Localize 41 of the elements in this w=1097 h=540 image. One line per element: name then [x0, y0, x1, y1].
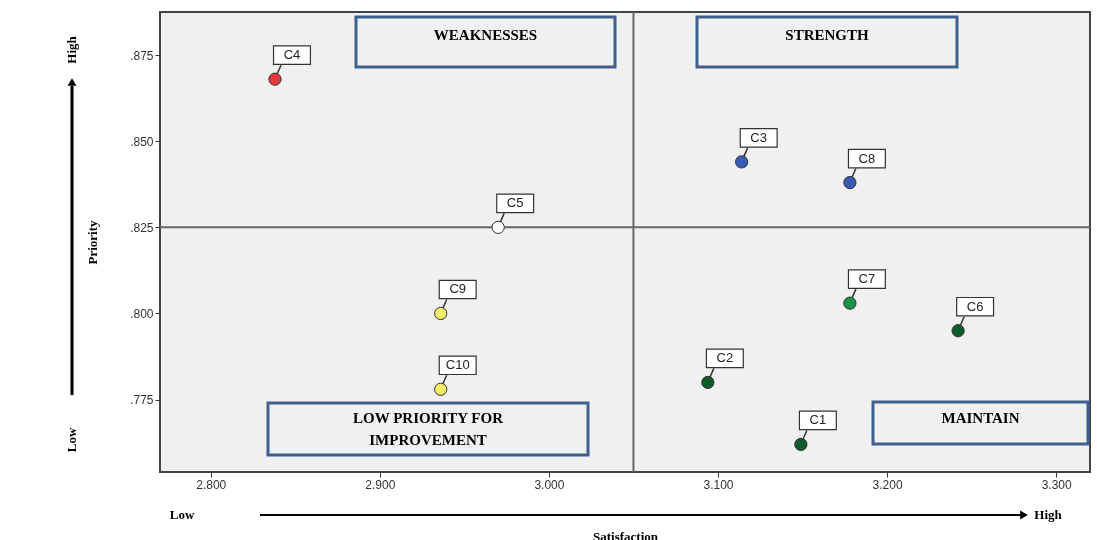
x-tick-label: 3.000 — [534, 477, 565, 492]
series-label: C6 — [966, 298, 984, 314]
text: High — [64, 35, 79, 64]
point — [951, 324, 965, 338]
series-label: C4 — [283, 47, 301, 63]
series-label: C7 — [858, 271, 876, 287]
point — [268, 72, 282, 86]
x-tick-label: 3.100 — [703, 477, 734, 492]
series-label: C2 — [716, 350, 734, 366]
y-tick-label: .850 — [130, 134, 154, 149]
y-tick-label: .875 — [130, 48, 154, 63]
x-tick-label: 3.300 — [1041, 477, 1073, 492]
text: High — [1034, 507, 1063, 522]
y-axis-title: Priority — [85, 219, 101, 265]
x-tick-label: 2.900 — [365, 477, 396, 492]
point — [491, 220, 505, 234]
series-label: C1 — [809, 412, 827, 428]
point — [701, 375, 715, 390]
annotation: WEAKNESSES — [433, 27, 538, 43]
x-axis-title: Satisfaction — [593, 528, 659, 540]
point — [794, 437, 808, 452]
annotation: STRENGTH — [785, 27, 870, 43]
series-label: C5 — [506, 195, 524, 211]
text: Low — [64, 427, 79, 453]
series-label: C8 — [858, 150, 876, 166]
annotation: MAINTAIN — [941, 410, 1020, 426]
point — [735, 155, 749, 169]
y-tick-label: .800 — [130, 307, 154, 321]
series-label: C3 — [750, 129, 767, 145]
y-tick-label: .775 — [130, 393, 154, 408]
point — [843, 175, 857, 190]
point — [434, 382, 448, 396]
annotation: LOW PRIORITY FOR IMPROVEMENT — [352, 410, 504, 448]
point — [434, 306, 448, 321]
point — [843, 296, 857, 310]
series-label: C9 — [449, 281, 466, 297]
series-label: C10 — [445, 357, 470, 373]
y-tick-label: .825 — [130, 220, 154, 235]
x-tick-label: 3.200 — [872, 477, 903, 492]
x-tick-label: 2.800 — [196, 477, 227, 492]
text: Low — [169, 507, 195, 522]
